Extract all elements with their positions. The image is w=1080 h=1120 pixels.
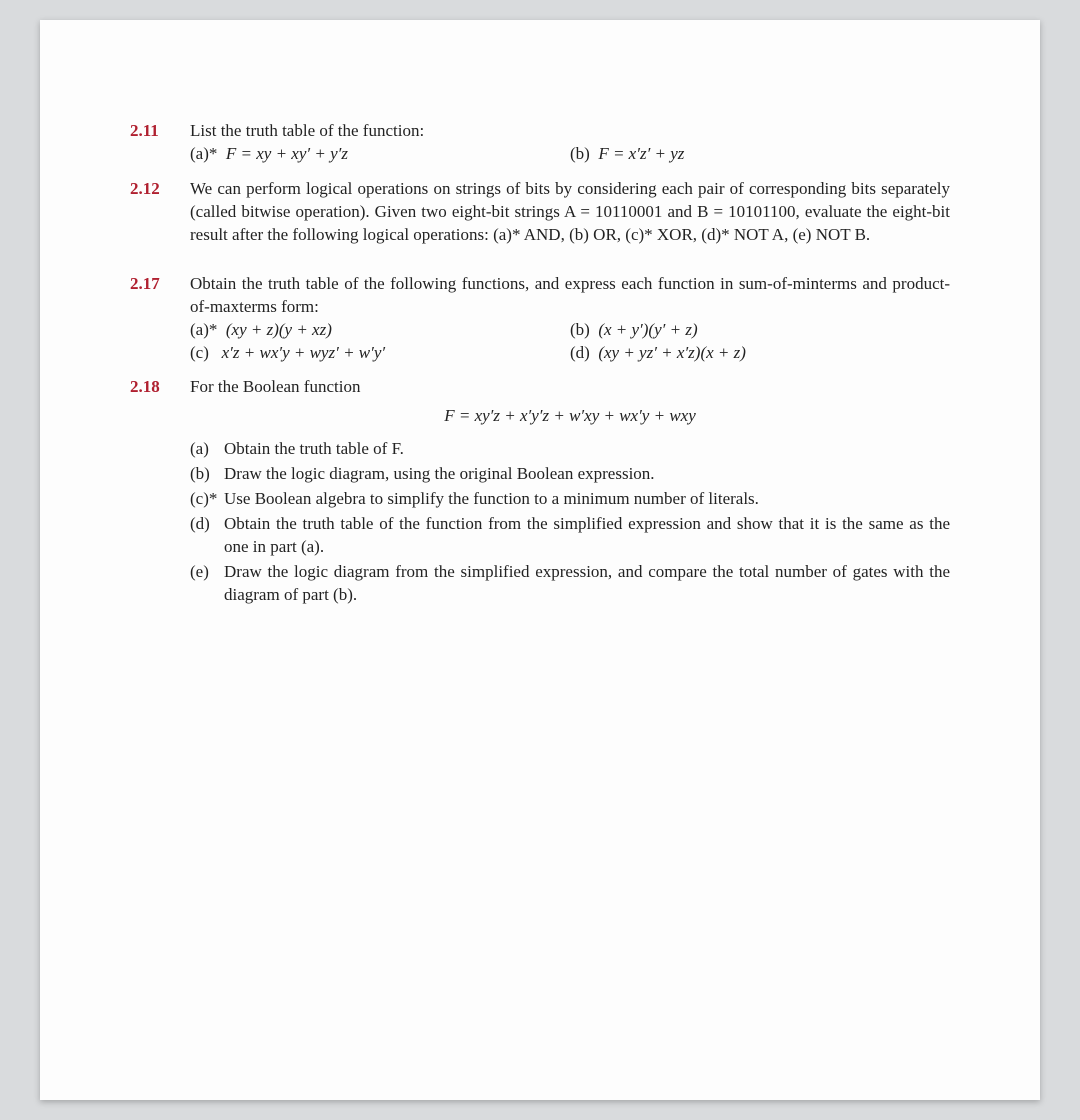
subitem-a: (a) Obtain the truth table of F. [190, 438, 950, 461]
problem-intro: For the Boolean function [190, 376, 950, 399]
problem-body: We can perform logical operations on str… [190, 178, 950, 247]
option-text: F = xy + xy′ + y′z [226, 144, 348, 163]
subitem-c: (c)* Use Boolean algebra to simplify the… [190, 488, 950, 511]
spacer [130, 259, 950, 273]
option-text: Use Boolean algebra to simplify the func… [224, 488, 950, 511]
option-text: (xy + yz′ + x′z)(x + z) [598, 343, 746, 362]
option-label: (d) [190, 513, 224, 559]
option-text: (x + y′)(y′ + z) [598, 320, 697, 339]
problem-2-12: 2.12 We can perform logical operations o… [130, 178, 950, 247]
problem-number: 2.11 [130, 120, 190, 166]
option-label: (b) [570, 320, 590, 339]
problem-body: Obtain the truth table of the following … [190, 273, 950, 365]
problem-intro: Obtain the truth table of the following … [190, 273, 950, 319]
option-text-span: Use Boolean algebra to simplify the func… [224, 489, 759, 508]
option-d: (d) (xy + yz′ + x′z)(x + z) [570, 342, 950, 365]
problem-number: 2.12 [130, 178, 190, 247]
option-label: (e) [190, 561, 224, 607]
option-text: Draw the logic diagram, using the origin… [224, 463, 950, 486]
problem-options-row: (a)* F = xy + xy′ + y′z (b) F = x′z′ + y… [190, 143, 950, 166]
problem-2-17: 2.17 Obtain the truth table of the follo… [130, 273, 950, 365]
option-text-span: Draw the logic diagram from the simplifi… [224, 562, 950, 604]
problem-intro: List the truth table of the function: [190, 120, 950, 143]
option-label: (a)* [190, 144, 217, 163]
problem-2-11: 2.11 List the truth table of the functio… [130, 120, 950, 166]
option-a: (a)* F = xy + xy′ + y′z [190, 143, 570, 166]
option-text: (xy + z)(y + xz) [226, 320, 332, 339]
option-text: Obtain the truth table of F. [224, 438, 950, 461]
option-label: (b) [570, 144, 590, 163]
option-label: (a) [190, 438, 224, 461]
problem-options-row: (a)* (xy + z)(y + xz) (b) (x + y′)(y′ + … [190, 319, 950, 342]
option-b: (b) F = x′z′ + yz [570, 143, 950, 166]
option-text-span: Obtain the truth table of the function f… [224, 514, 950, 556]
option-text-span: Draw the logic diagram, using the origin… [224, 464, 655, 483]
subitem-d: (d) Obtain the truth table of the functi… [190, 513, 950, 559]
page: 2.11 List the truth table of the functio… [40, 20, 1040, 1100]
option-c: (c) x′z + wx′y + wyz′ + w′y′ [190, 342, 570, 365]
problem-body: List the truth table of the function: (a… [190, 120, 950, 166]
option-text: x′z + wx′y + wyz′ + w′y′ [222, 343, 385, 362]
subitem-b: (b) Draw the logic diagram, using the or… [190, 463, 950, 486]
problem-number: 2.18 [130, 376, 190, 606]
subitem-e: (e) Draw the logic diagram from the simp… [190, 561, 950, 607]
option-text: F = x′z′ + yz [598, 144, 684, 163]
problem-2-18: 2.18 For the Boolean function F = xy′z +… [130, 376, 950, 606]
option-label: (c) [190, 343, 209, 362]
option-label: (d) [570, 343, 590, 362]
problem-body: For the Boolean function F = xy′z + x′y′… [190, 376, 950, 606]
problem-text: We can perform logical operations on str… [190, 179, 950, 244]
problem-options-row: (c) x′z + wx′y + wyz′ + w′y′ (d) (xy + y… [190, 342, 950, 365]
option-label: (c)* [190, 488, 224, 511]
equation: F = xy′z + x′y′z + w′xy + wx′y + wxy [190, 405, 950, 428]
problem-number: 2.17 [130, 273, 190, 365]
option-a: (a)* (xy + z)(y + xz) [190, 319, 570, 342]
option-text: Obtain the truth table of the function f… [224, 513, 950, 559]
option-text-span: Obtain the truth table of F. [224, 439, 404, 458]
option-b: (b) (x + y′)(y′ + z) [570, 319, 950, 342]
option-label: (a)* [190, 320, 217, 339]
option-label: (b) [190, 463, 224, 486]
option-text: Draw the logic diagram from the simplifi… [224, 561, 950, 607]
